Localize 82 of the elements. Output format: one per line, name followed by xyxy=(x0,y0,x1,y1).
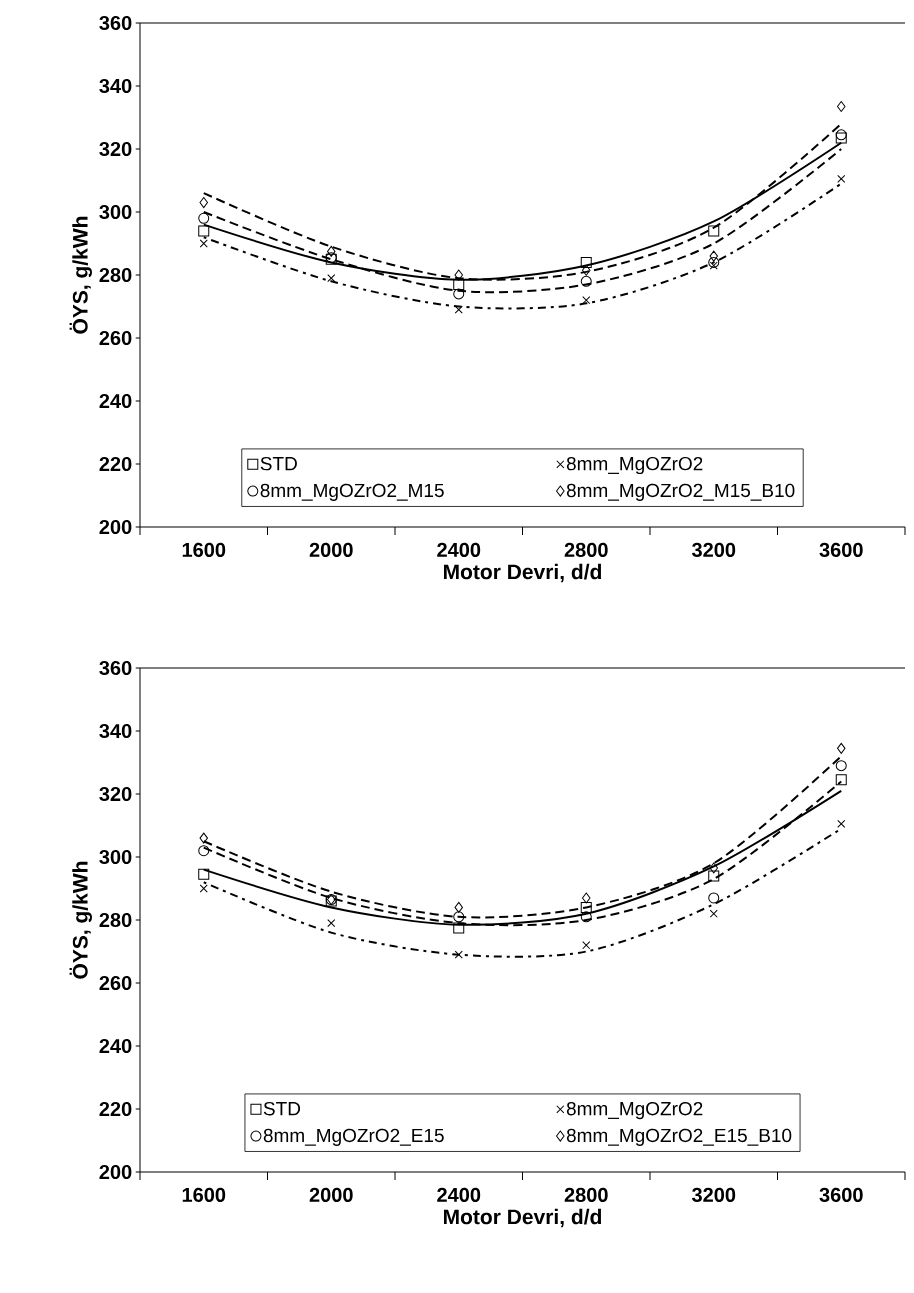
point xyxy=(580,901,592,913)
x-tick-label: 2400 xyxy=(437,1187,481,1202)
point xyxy=(453,911,465,923)
point xyxy=(327,274,336,283)
legend-label: 8mm_MgOZrO2_M15 xyxy=(260,483,444,501)
point xyxy=(835,760,847,772)
point xyxy=(199,884,208,893)
y-tick-label: 280 xyxy=(99,267,132,283)
y-tick-label: 320 xyxy=(99,786,132,802)
point xyxy=(454,950,463,959)
point xyxy=(582,941,591,950)
point xyxy=(837,819,846,828)
point xyxy=(454,305,463,314)
x-axis-title: Motor Devri, d/d xyxy=(443,1208,602,1228)
x-axis-title: Motor Devri, d/d xyxy=(443,563,602,583)
point xyxy=(708,870,720,882)
y-tick-label: 360 xyxy=(99,660,132,676)
x-tick-label: 2800 xyxy=(564,542,608,557)
y-tick-label: 240 xyxy=(99,393,132,409)
point xyxy=(454,901,463,913)
point xyxy=(837,174,846,183)
point xyxy=(708,225,720,237)
legend-label: 8mm_MgOZrO2_M15_B10 xyxy=(566,483,795,501)
point xyxy=(199,197,208,209)
x-tick-label: 3200 xyxy=(691,542,736,557)
point xyxy=(580,275,592,287)
y-tick-label: 280 xyxy=(99,912,132,928)
point xyxy=(709,261,718,270)
point xyxy=(709,862,718,874)
y-tick-label: 360 xyxy=(99,15,132,31)
x-tick-label: 2000 xyxy=(309,1187,353,1202)
legend-label: 8mm_MgOZrO2 xyxy=(566,1101,703,1120)
y-tick-label: 340 xyxy=(99,78,132,94)
point xyxy=(454,269,463,281)
x-tick-label: 2000 xyxy=(309,542,353,557)
y-tick-label: 260 xyxy=(99,975,132,991)
legend-label: STD xyxy=(263,1101,301,1116)
y-tick-label: 320 xyxy=(99,141,132,157)
point xyxy=(453,288,465,300)
x-tick-label: 1600 xyxy=(182,1187,226,1202)
point xyxy=(198,225,210,237)
y-tick-label: 300 xyxy=(99,204,132,220)
y-tick-label: 260 xyxy=(99,330,132,346)
x-tick-label: 3600 xyxy=(819,542,863,557)
point xyxy=(453,922,465,934)
y-tick-label: 340 xyxy=(99,723,132,739)
x-tick-label: 2800 xyxy=(564,1187,608,1202)
point xyxy=(837,742,846,754)
x-tick-label: 3600 xyxy=(819,1187,863,1202)
legend-label: 8mm_MgOZrO2_E15 xyxy=(263,1128,444,1146)
point xyxy=(582,296,591,305)
legend-label: 8mm_MgOZrO2_E15_B10 xyxy=(566,1128,792,1146)
y-tick-label: 220 xyxy=(99,1101,132,1117)
point xyxy=(327,919,336,928)
point xyxy=(835,774,847,786)
point xyxy=(837,100,846,112)
x-tick-label: 2400 xyxy=(437,542,481,557)
point xyxy=(709,909,718,918)
y-tick-label: 220 xyxy=(99,456,132,472)
x-tick-label: 3200 xyxy=(691,1187,736,1202)
point xyxy=(198,868,210,880)
point xyxy=(327,245,336,257)
point xyxy=(708,256,720,268)
point xyxy=(708,892,720,904)
point xyxy=(709,250,718,262)
point xyxy=(582,892,591,904)
legend-label: 8mm_MgOZrO2 xyxy=(566,456,703,475)
y-tick-label: 240 xyxy=(99,1038,132,1054)
point xyxy=(199,239,208,248)
y-axis-title: ÖYS, g/kWh xyxy=(69,216,92,334)
point xyxy=(580,256,592,268)
point xyxy=(198,212,210,224)
legend-label: STD xyxy=(260,456,297,471)
point xyxy=(582,264,591,276)
y-tick-label: 300 xyxy=(99,849,132,865)
y-tick-label: 200 xyxy=(99,519,132,535)
point xyxy=(580,911,592,923)
point xyxy=(198,845,210,857)
y-tick-label: 200 xyxy=(99,1164,132,1180)
x-tick-label: 1600 xyxy=(182,542,226,557)
y-axis-title: ÖYS, g/kWh xyxy=(69,861,92,979)
point xyxy=(199,832,208,844)
